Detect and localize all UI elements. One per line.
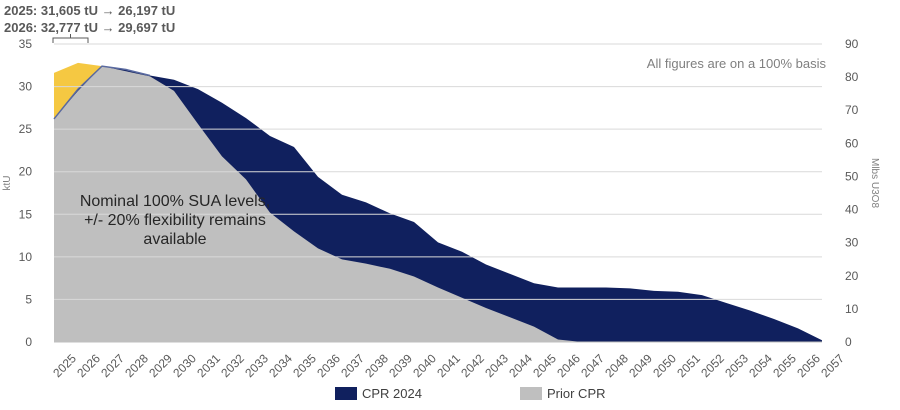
legend: CPR 2024 Prior CPR xyxy=(335,386,606,401)
x-tick: 2040 xyxy=(410,351,439,380)
y-left-tick: 0 xyxy=(25,335,32,349)
x-tick: 2026 xyxy=(74,351,103,380)
series-cpr-2024-line xyxy=(53,65,151,120)
y-right-tick: 60 xyxy=(845,136,859,150)
x-tick: 2048 xyxy=(602,351,631,380)
y-right-tick: 30 xyxy=(845,236,859,250)
y-right-tick: 80 xyxy=(845,70,859,84)
x-tick: 2053 xyxy=(722,351,751,380)
y-left-tick: 25 xyxy=(19,122,33,136)
sua-overlay-line3: available xyxy=(143,231,206,248)
sua-note-2026: 2026: 32,777 tU → 29,697 tU xyxy=(4,20,175,35)
y-left-tick: 10 xyxy=(19,250,33,264)
y-right-tick: 70 xyxy=(845,103,859,117)
legend-swatch-cpr-2024 xyxy=(335,387,357,400)
y-right-tick: 40 xyxy=(845,203,859,217)
y-right-tick: 90 xyxy=(845,37,859,51)
sua-overlay-line1: Nominal 100% SUA levels, xyxy=(80,193,270,210)
x-tick: 2030 xyxy=(170,351,199,380)
x-tick: 2033 xyxy=(242,351,271,380)
y-right-tick: 20 xyxy=(845,269,859,283)
y-left-tick: 5 xyxy=(25,292,32,306)
y-left-tick: 35 xyxy=(19,37,33,51)
x-tick: 2028 xyxy=(122,351,151,380)
x-tick: 2029 xyxy=(146,351,175,380)
y-right-tick: 10 xyxy=(845,302,859,316)
sua-note-2025: 2025: 31,605 tU → 26,197 tU xyxy=(4,3,175,18)
x-tick: 2038 xyxy=(362,351,391,380)
legend-label-prior-cpr: Prior CPR xyxy=(547,386,606,401)
sua-bracket xyxy=(52,37,89,43)
basis-note: All figures are on a 100% basis xyxy=(647,56,827,71)
x-tick: 2031 xyxy=(194,351,223,380)
x-tick: 2042 xyxy=(458,351,487,380)
x-tick: 2052 xyxy=(698,351,727,380)
sua-overlay-line2: +/- 20% flexibility remains xyxy=(84,212,266,229)
x-tick: 2049 xyxy=(626,351,655,380)
x-tick: 2046 xyxy=(554,351,583,380)
x-tick: 2055 xyxy=(770,351,799,380)
legend-label-cpr-2024: CPR 2024 xyxy=(362,386,422,401)
y-left-tick: 15 xyxy=(19,207,33,221)
x-tick: 2057 xyxy=(818,351,847,380)
x-tick: 2025 xyxy=(50,351,79,380)
x-tick: 2047 xyxy=(578,351,607,380)
y-left-tick: 20 xyxy=(19,165,33,179)
y-left-tick: 30 xyxy=(19,80,33,94)
x-tick: 2034 xyxy=(266,351,295,380)
y-right-tick: 0 xyxy=(845,335,852,349)
x-tick: 2041 xyxy=(434,351,463,380)
x-tick: 2035 xyxy=(290,351,319,380)
x-tick: 2027 xyxy=(98,351,127,380)
x-tick: 2037 xyxy=(338,351,367,380)
y-left-title: ktU xyxy=(2,176,13,191)
series-prior-cpr-area xyxy=(54,66,822,342)
x-tick: 2054 xyxy=(746,351,775,380)
x-tick: 2050 xyxy=(650,351,679,380)
x-tick: 2045 xyxy=(530,351,559,380)
y-right-title: Mlbs U3O8 xyxy=(869,158,880,208)
x-tick: 2032 xyxy=(218,351,247,380)
x-tick: 2056 xyxy=(794,351,823,380)
x-tick: 2044 xyxy=(506,351,535,380)
x-tick: 2039 xyxy=(386,351,415,380)
x-tick: 2051 xyxy=(674,351,703,380)
x-tick: 2043 xyxy=(482,351,511,380)
x-tick: 2036 xyxy=(314,351,343,380)
plot-area xyxy=(53,62,822,342)
legend-swatch-prior-cpr xyxy=(520,387,542,400)
y-right-tick: 50 xyxy=(845,169,859,183)
